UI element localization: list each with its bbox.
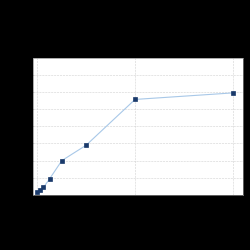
- Y-axis label: OD: OD: [2, 120, 11, 132]
- X-axis label: Rat BCKDK
Concentration (ng/ml): Rat BCKDK Concentration (ng/ml): [103, 213, 172, 224]
